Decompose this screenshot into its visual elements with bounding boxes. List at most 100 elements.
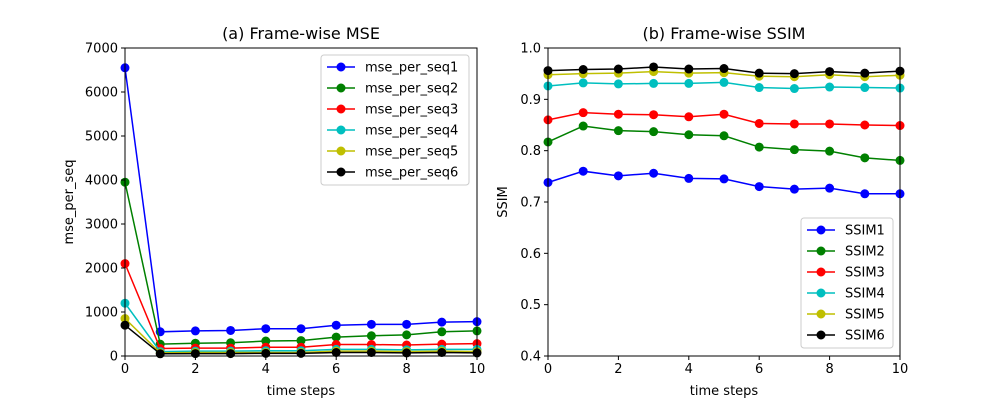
ssim-chart-ytick-label: 0.7: [520, 196, 541, 211]
mse-chart-ytick-label: 3000: [85, 218, 118, 233]
mse-chart-xtick-label: 4: [262, 362, 270, 377]
ssim-chart-series-4-point: [754, 83, 764, 93]
mse-chart-legend-label-1: mse_per_seq1: [365, 61, 458, 76]
mse-chart-legend-marker-3: [336, 104, 346, 114]
ssim-chart-series-1-point: [754, 182, 764, 192]
mse-chart-ytick-label: 2000: [85, 262, 118, 277]
mse-chart-legend-label-3: mse_per_seq3: [365, 103, 458, 118]
mse-chart-series-1-point: [261, 324, 271, 334]
mse-chart-legend-label-6: mse_per_seq6: [365, 166, 458, 181]
mse-chart-legend-marker-5: [336, 146, 346, 156]
mse-chart-title: (a) Frame-wise MSE: [222, 24, 380, 43]
ssim-chart-series-6-point: [578, 65, 588, 75]
ssim-chart-series-6-point: [860, 68, 870, 78]
ssim-chart-series-2-point: [825, 146, 835, 156]
mse-chart-ytick-label: 1000: [85, 306, 118, 321]
ssim-chart-xtick-label: 10: [892, 362, 909, 377]
mse-chart-series-6-point: [366, 347, 376, 357]
ssim-chart-ytick-label: 0.4: [520, 350, 541, 365]
mse-chart-legend-marker-6: [336, 167, 346, 177]
ssim-chart-ytick-label: 0.5: [520, 298, 541, 313]
mse-chart-legend-label-5: mse_per_seq5: [365, 145, 458, 160]
ssim-chart-series-1-point: [578, 166, 588, 176]
ssim-chart-xtick-label: 4: [685, 362, 693, 377]
mse-chart-series-1-point: [402, 319, 412, 329]
mse-chart-series-1-point: [296, 324, 306, 334]
mse-chart-ytick-label: 0: [110, 350, 118, 365]
ssim-chart-series-2-point: [613, 126, 623, 136]
mse-chart-series-2-point: [331, 332, 341, 342]
ssim-chart-legend-marker-1: [816, 225, 826, 235]
ssim-chart-series-3-point: [684, 112, 694, 122]
mse-chart-xtick-label: 6: [332, 362, 340, 377]
ssim-chart-legend-marker-5: [816, 309, 826, 319]
ssim-chart-ytick-label: 1.0: [520, 42, 541, 57]
ssim-chart-ytick-label: 0.9: [520, 93, 541, 108]
ssim-chart-series-6-point: [825, 67, 835, 77]
mse-chart-series-2-point: [402, 330, 412, 340]
ssim-chart-legend-label-4: SSIM4: [845, 287, 885, 302]
mse-chart-xtick-label: 8: [402, 362, 410, 377]
ssim-chart-series-1-point: [649, 168, 659, 178]
mse-chart-legend-marker-4: [336, 125, 346, 135]
ssim-chart-legend-marker-4: [816, 288, 826, 298]
mse-chart-axes-frame: [124, 47, 478, 357]
ssim-chart-series-3-point: [649, 110, 659, 120]
ssim-chart-xtick-label: 2: [614, 362, 622, 377]
ssim-chart-series-6-point: [719, 64, 729, 74]
mse-chart-legend: mse_per_seq1 mse_per_seq2 mse_per_seq3 mse_…: [320, 54, 470, 186]
ssim-chart-series-4-point: [860, 83, 870, 93]
ssim-chart-series-1-point: [860, 189, 870, 199]
mse-chart-ylabel: mse_per_seq: [62, 159, 77, 244]
mse-chart-series-6-point: [296, 348, 306, 358]
ssim-chart-series-3-point: [613, 109, 623, 119]
mse-chart-legend-marker-1: [336, 62, 346, 72]
ssim-chart-series-4-point: [578, 78, 588, 88]
ssim-chart-ytick-label: 0.8: [520, 144, 541, 159]
mse-chart-series-2-point: [437, 327, 447, 337]
ssim-chart-series-1-point: [684, 173, 694, 183]
ssim-chart-legend-marker-2: [816, 246, 826, 256]
mse-chart-ytick-label: 5000: [85, 130, 118, 145]
ssim-chart-xtick-label: 0: [544, 362, 552, 377]
ssim-chart-title: (b) Frame-wise SSIM: [643, 24, 806, 43]
ssim-chart-series-4-point: [789, 84, 799, 94]
ssim-chart-series-3-point: [719, 109, 729, 119]
mse-chart-legend-label-4: mse_per_seq4: [365, 124, 458, 139]
ssim-chart-series-3-point: [754, 118, 764, 128]
ssim-chart-legend-label-6: SSIM6: [845, 329, 885, 344]
mse-chart-legend-label-2: mse_per_seq2: [365, 82, 458, 97]
ssim-chart-series-1-point: [719, 174, 729, 184]
ssim-chart-series-2-point: [578, 121, 588, 131]
ssim-chart-series-4-point: [649, 78, 659, 88]
ssim-chart-series-6-point: [649, 62, 659, 72]
ssim-chart-legend-label-1: SSIM1: [845, 224, 885, 239]
ssim-chart-series-2-point: [789, 145, 799, 155]
ssim-chart-legend: SSIM1 SSIM2 SSIM3 SSIM4 SSIM5 SSIM6: [800, 217, 894, 349]
ssim-chart-series-4-point: [719, 77, 729, 87]
ssim-chart-series-1-point: [613, 171, 623, 181]
mse-chart-series-6-point: [437, 347, 447, 357]
ssim-chart-ytick-label: 0.6: [520, 247, 541, 262]
mse-chart-series-1-point: [190, 326, 200, 336]
mse-chart-ytick-label: 6000: [85, 86, 118, 101]
ssim-chart-series-3-point: [578, 108, 588, 118]
mse-chart-series-1-point: [437, 317, 447, 327]
ssim-chart-series-2-point: [719, 131, 729, 141]
mse-chart-series-1-point: [331, 320, 341, 330]
ssim-chart-series-2-point: [754, 142, 764, 152]
ssim-chart-legend-marker-6: [816, 330, 826, 340]
ssim-chart-legend-label-3: SSIM3: [845, 266, 885, 281]
mse-chart-legend-marker-2: [336, 83, 346, 93]
ssim-chart-series-4-point: [825, 82, 835, 92]
ssim-chart-series-2-point: [860, 153, 870, 163]
ssim-chart-legend-label-5: SSIM5: [845, 308, 885, 323]
ssim-chart-xtick-label: 8: [825, 362, 833, 377]
ssim-chart-series-2-point: [649, 127, 659, 137]
mse-chart-xtick-label: 10: [469, 362, 486, 377]
mse-chart-series-1-point: [366, 319, 376, 329]
ssim-chart-series-2-point: [684, 130, 694, 140]
mse-chart-series-2-point: [366, 331, 376, 341]
ssim-chart-xlabel: time steps: [690, 384, 759, 399]
